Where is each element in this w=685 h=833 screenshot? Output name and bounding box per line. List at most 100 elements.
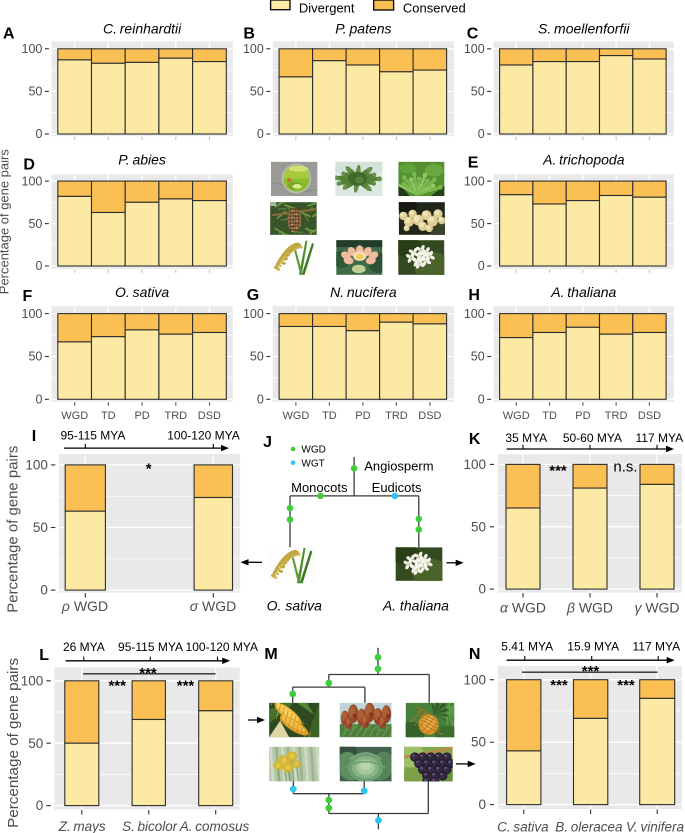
svg-text:I: I [32, 428, 36, 445]
svg-text:50: 50 [471, 85, 485, 99]
svg-text:A: A [3, 26, 15, 43]
svg-text:WGT: WGT [301, 458, 324, 469]
svg-text:Percentage of gene pairs: Percentage of gene pairs [5, 658, 22, 828]
svg-text:TRD: TRD [605, 410, 628, 422]
svg-text:0: 0 [257, 127, 264, 141]
svg-text:50: 50 [28, 736, 43, 751]
svg-text:0: 0 [257, 393, 264, 407]
svg-text:TRD: TRD [385, 410, 408, 422]
svg-text:100: 100 [463, 457, 486, 472]
svg-text:C. reinhardtii: C. reinhardtii [103, 21, 182, 37]
svg-text:N: N [469, 646, 481, 663]
svg-text:0: 0 [35, 259, 42, 273]
svg-text:P. patens: P. patens [335, 21, 391, 37]
svg-text:C. sativa: C. sativa [497, 820, 549, 833]
svg-text:Monocots: Monocots [291, 480, 348, 495]
svg-text:TD: TD [101, 410, 116, 422]
svg-text:0: 0 [478, 127, 485, 141]
svg-text:DSD: DSD [418, 410, 441, 422]
svg-text:Percentage of gene pairs: Percentage of gene pairs [0, 149, 12, 294]
svg-text:0: 0 [478, 797, 486, 812]
svg-text:100-120 MYA: 100-120 MYA [167, 429, 240, 443]
svg-text:S. moellenforfii: S. moellenforfii [538, 21, 630, 37]
svg-text:0: 0 [35, 127, 42, 141]
svg-text:***: *** [550, 677, 568, 694]
svg-text:V. vinifera: V. vinifera [626, 820, 684, 833]
svg-text:0: 0 [40, 583, 48, 598]
svg-text:95-115 MYA: 95-115 MYA [118, 640, 183, 654]
svg-text:Z. mays: Z. mays [58, 819, 106, 833]
svg-text:O. sativa: O. sativa [115, 284, 169, 300]
svg-text:5.41 MYA: 5.41 MYA [501, 640, 553, 654]
svg-text:DSD: DSD [638, 410, 661, 422]
svg-text:0: 0 [36, 798, 44, 813]
svg-text:L: L [39, 647, 49, 664]
svg-text:100: 100 [464, 174, 485, 188]
svg-text:50: 50 [250, 350, 264, 364]
svg-text:PD: PD [575, 410, 590, 422]
svg-text:50: 50 [28, 85, 42, 99]
svg-text:*: * [146, 460, 152, 477]
svg-text:***: *** [139, 665, 157, 682]
svg-text:95-115 MYA: 95-115 MYA [60, 429, 125, 443]
svg-text:ρ WGD: ρ WGD [61, 598, 108, 614]
svg-text:100: 100 [464, 307, 485, 321]
svg-text:***: *** [582, 663, 600, 680]
svg-text:WGD: WGD [503, 410, 530, 422]
svg-text:50: 50 [250, 85, 264, 99]
svg-text:50: 50 [28, 217, 42, 231]
svg-text:50: 50 [28, 350, 42, 364]
svg-text:γ WGD: γ WGD [634, 599, 679, 615]
svg-text:F: F [23, 288, 33, 305]
svg-text:WGD: WGD [282, 410, 309, 422]
svg-text:Divergent: Divergent [299, 0, 355, 15]
svg-text:***: *** [108, 677, 126, 694]
svg-text:DSD: DSD [198, 410, 221, 422]
svg-text:G: G [247, 287, 259, 304]
svg-text:Conserved: Conserved [403, 0, 466, 15]
svg-text:50: 50 [471, 735, 486, 750]
svg-text:β WGD: β WGD [566, 599, 613, 615]
svg-text:***: *** [549, 463, 567, 480]
svg-text:TRD: TRD [164, 410, 187, 422]
svg-text:B: B [243, 26, 255, 43]
svg-text:***: *** [617, 677, 635, 694]
svg-text:TD: TD [542, 410, 557, 422]
svg-text:117 MYA: 117 MYA [636, 431, 684, 445]
svg-text:100: 100 [243, 42, 264, 56]
svg-text:D: D [23, 156, 35, 173]
svg-text:A. thaliana: A. thaliana [382, 598, 449, 614]
svg-text:N. nucifera: N. nucifera [330, 284, 397, 300]
svg-text:M: M [264, 646, 277, 663]
svg-text:H: H [468, 287, 480, 304]
svg-text:50: 50 [471, 519, 486, 534]
svg-text:WGD: WGD [61, 410, 88, 422]
svg-text:TD: TD [322, 410, 337, 422]
svg-text:50: 50 [471, 217, 485, 231]
svg-text:0: 0 [478, 393, 485, 407]
svg-text:PD: PD [355, 410, 370, 422]
svg-text:26 MYA: 26 MYA [63, 640, 105, 654]
svg-text:C: C [467, 26, 479, 43]
svg-text:0: 0 [35, 393, 42, 407]
svg-text:WGD: WGD [301, 445, 325, 456]
svg-text:117 MYA: 117 MYA [633, 640, 681, 654]
svg-text:100: 100 [463, 672, 486, 687]
svg-text:Angiosperm: Angiosperm [364, 459, 433, 474]
svg-text:α WGD: α WGD [500, 599, 546, 615]
svg-text:35 MYA: 35 MYA [505, 431, 547, 445]
svg-text:E: E [468, 155, 479, 172]
svg-text:100: 100 [21, 673, 44, 688]
svg-text:100: 100 [22, 42, 43, 56]
svg-text:A. thaliana: A. thaliana [550, 284, 616, 300]
svg-text:B. oleracea: B. oleracea [555, 820, 623, 833]
svg-text:100: 100 [22, 174, 43, 188]
svg-text:15.9 MYA: 15.9 MYA [567, 640, 619, 654]
svg-text:100-120 MYA: 100-120 MYA [186, 640, 259, 654]
svg-text:50: 50 [471, 350, 485, 364]
svg-text:50: 50 [33, 520, 48, 535]
svg-text:100: 100 [22, 307, 43, 321]
svg-text:σ WGD: σ WGD [190, 598, 237, 614]
svg-text:Eudicots: Eudicots [372, 480, 422, 495]
svg-text:0: 0 [478, 259, 485, 273]
